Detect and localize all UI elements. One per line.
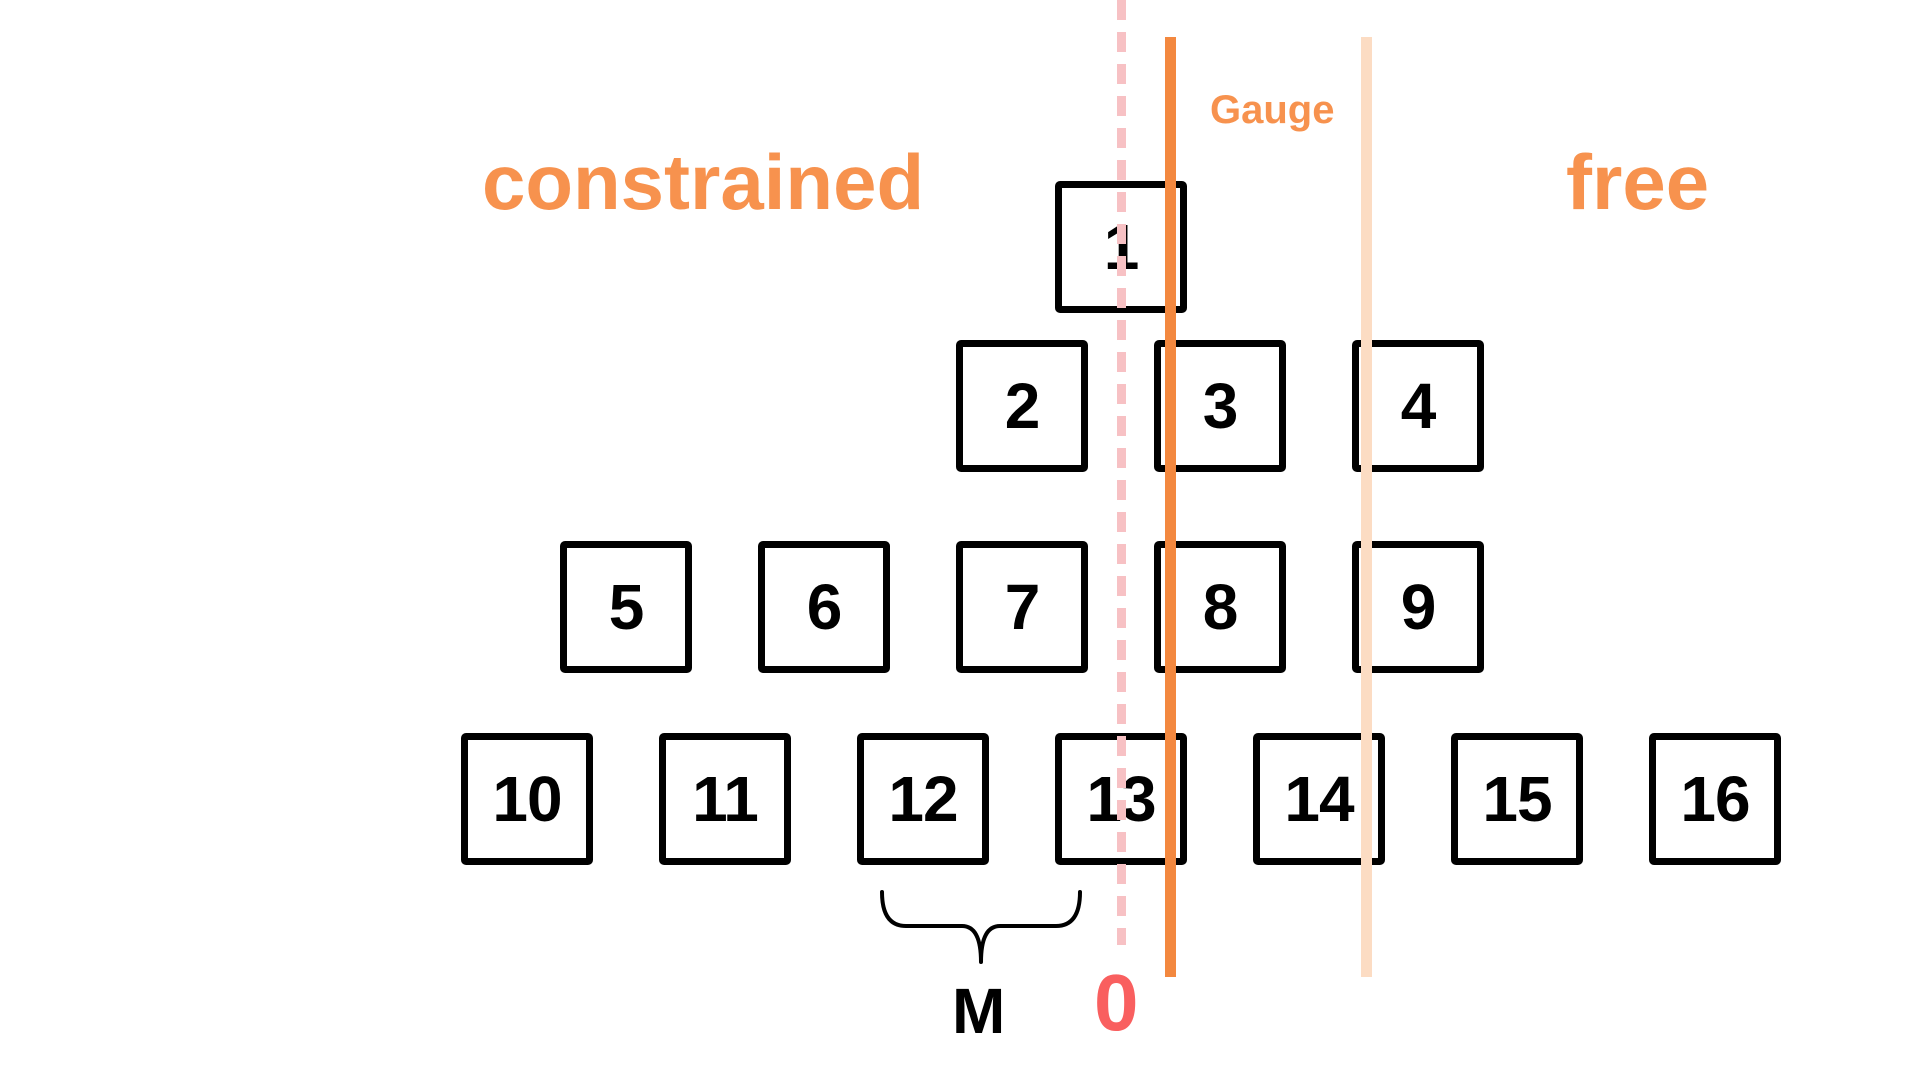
box-label: 2 bbox=[1004, 370, 1041, 442]
box-6: 6 bbox=[758, 541, 890, 673]
box-16: 16 bbox=[1649, 733, 1781, 865]
box-label: 5 bbox=[608, 571, 645, 643]
box-label: 9 bbox=[1400, 571, 1437, 643]
box-5: 5 bbox=[560, 541, 692, 673]
box-label: 14 bbox=[1284, 763, 1354, 835]
box-label: 12 bbox=[888, 763, 958, 835]
box-14: 14 bbox=[1253, 733, 1385, 865]
box-7: 7 bbox=[956, 541, 1088, 673]
box-label: 4 bbox=[1400, 370, 1437, 442]
brace-label-m: M bbox=[952, 975, 1006, 1047]
box-label: 6 bbox=[806, 571, 843, 643]
dashed-zero-line bbox=[1117, 0, 1126, 945]
box-label: 16 bbox=[1680, 763, 1750, 835]
curly-brace-icon bbox=[880, 890, 1082, 964]
free-boundary-line bbox=[1361, 37, 1372, 977]
box-8: 8 bbox=[1154, 541, 1286, 673]
box-10: 10 bbox=[461, 733, 593, 865]
box-label: 10 bbox=[492, 763, 562, 835]
origin-label-zero: 0 bbox=[1094, 958, 1139, 1047]
box-12: 12 bbox=[857, 733, 989, 865]
box-3: 3 bbox=[1154, 340, 1286, 472]
box-label: 7 bbox=[1004, 571, 1041, 643]
gauge-line bbox=[1165, 37, 1176, 977]
box-2: 2 bbox=[956, 340, 1088, 472]
box-label: 3 bbox=[1202, 370, 1239, 442]
box-label: 8 bbox=[1202, 571, 1239, 643]
box-label: 11 bbox=[692, 763, 759, 835]
free-label: free bbox=[1566, 138, 1710, 226]
box-11: 11 bbox=[659, 733, 791, 865]
constrained-label: constrained bbox=[482, 138, 925, 226]
box-9: 9 bbox=[1352, 541, 1484, 673]
box-15: 15 bbox=[1451, 733, 1583, 865]
box-label: 15 bbox=[1482, 763, 1552, 835]
gauge-label: Gauge bbox=[1210, 88, 1335, 132]
box-4: 4 bbox=[1352, 340, 1484, 472]
